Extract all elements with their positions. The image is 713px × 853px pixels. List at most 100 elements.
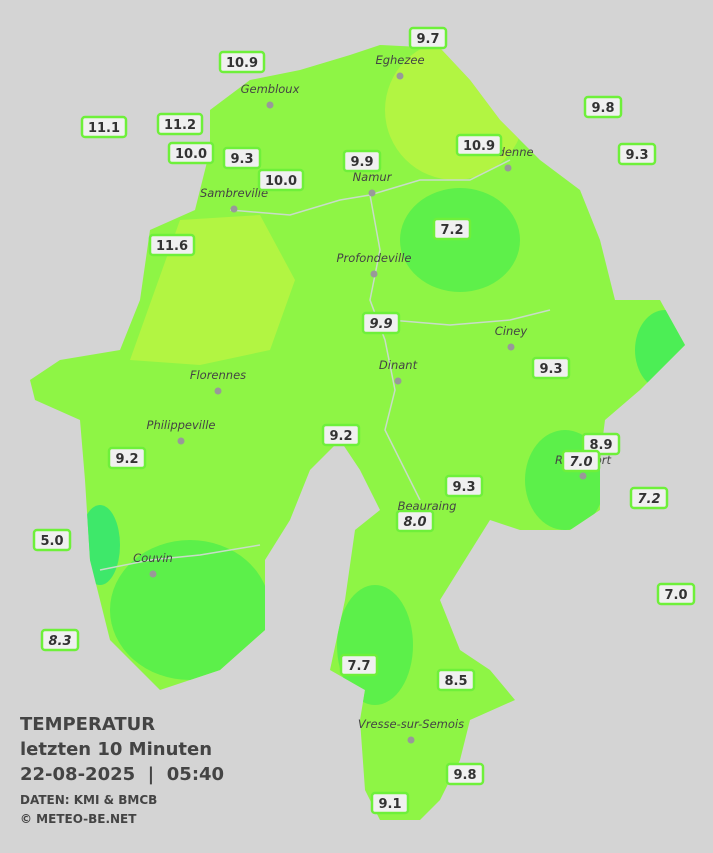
city-label: Couvin (133, 551, 173, 565)
station: 9.8 (445, 762, 485, 786)
station-value: 9.1 (378, 797, 401, 812)
station: 9.1 (370, 791, 410, 815)
station-box (444, 474, 484, 498)
city-label: Beauraing (398, 499, 457, 513)
station-box (436, 668, 476, 692)
station-box (32, 528, 72, 552)
station-box (321, 423, 361, 447)
station-value: 10.9 (463, 139, 495, 154)
station-value: 9.7 (416, 32, 439, 47)
city-label: Profondeville (337, 251, 412, 265)
station: 8.3 (40, 628, 80, 652)
station: 9.8 (583, 95, 623, 119)
station-value: 8.3 (48, 634, 71, 649)
credit: © METEO-BE.NET (20, 812, 137, 826)
city-dot (579, 472, 587, 480)
city-dot (368, 189, 376, 197)
station: 9.9 (361, 311, 401, 335)
station-box (531, 356, 571, 380)
source: DATEN: KMI & BMCB (20, 793, 157, 807)
station-value: 8.5 (444, 674, 467, 689)
city-label: Vresse-sur-Semois (358, 717, 464, 731)
station-box (107, 446, 147, 470)
station-value: 11.1 (88, 121, 120, 136)
station-value: 7.0 (569, 455, 592, 470)
station-box (156, 112, 204, 136)
station-box (361, 311, 401, 335)
station-value: 10.0 (265, 174, 297, 189)
station-value: 11.2 (164, 118, 196, 133)
station-box (342, 149, 382, 173)
station-value: 7.0 (664, 588, 687, 603)
station-value: 9.2 (115, 452, 138, 467)
city-dot (370, 270, 378, 278)
station-box (629, 486, 669, 510)
station: 10.0 (257, 168, 305, 192)
city-label: Gembloux (241, 82, 300, 96)
city-dot (177, 437, 185, 445)
subtitle: letzten 10 Minuten (20, 739, 212, 760)
station-box (40, 628, 80, 652)
station: 7.2 (629, 486, 669, 510)
station: 9.2 (321, 423, 361, 447)
station-value: 8.9 (589, 438, 612, 453)
station-box (561, 449, 601, 473)
station: 9.2 (107, 446, 147, 470)
station-box (656, 582, 696, 606)
station: 11.6 (148, 233, 196, 257)
station: 9.3 (444, 474, 484, 498)
station-box (432, 217, 472, 241)
station: 8.5 (436, 668, 476, 692)
city-dot (214, 387, 222, 395)
station-box (222, 146, 262, 170)
city-dot (407, 736, 415, 744)
labels: EghezeeGemblouxAndenneNamurSambrevillePr… (32, 26, 696, 815)
station-value: 7.7 (347, 659, 370, 674)
city-label: Philippeville (147, 418, 216, 432)
station-box (218, 50, 266, 74)
station: 10.0 (167, 141, 215, 165)
city-label: Florennes (190, 368, 246, 382)
station: 7.0 (656, 582, 696, 606)
station: 9.3 (222, 146, 262, 170)
station: 7.2 (432, 217, 472, 241)
station-value: 9.3 (452, 480, 475, 495)
station: 9.3 (531, 356, 571, 380)
station-value: 9.9 (350, 155, 373, 170)
city-label: Ciney (495, 324, 528, 338)
station-value: 11.6 (156, 239, 188, 254)
station-box (581, 432, 621, 456)
city-label: Eghezee (375, 53, 424, 67)
station-value: 9.3 (625, 148, 648, 163)
station: 7.7 (339, 653, 379, 677)
city-label: Sambreville (200, 186, 268, 200)
station-box (167, 141, 215, 165)
station-box (370, 791, 410, 815)
station-box (455, 133, 503, 157)
station: 9.3 (617, 142, 657, 166)
station-value: 9.8 (453, 768, 476, 783)
station-value: 9.2 (329, 429, 352, 444)
station-value: 10.0 (175, 147, 207, 162)
station: 11.2 (156, 112, 204, 136)
station-box (408, 26, 448, 50)
station-value: 5.0 (40, 534, 63, 549)
station: 10.9 (455, 133, 503, 157)
station: 11.1 (80, 115, 128, 139)
station: 5.0 (32, 528, 72, 552)
station-box (445, 762, 485, 786)
station-value: 7.2 (440, 223, 463, 238)
station-value: 9.3 (230, 152, 253, 167)
station-box (257, 168, 305, 192)
timestamp: 22-08-2025 | 05:40 (20, 764, 224, 785)
station-value: 9.3 (539, 362, 562, 377)
station: 9.7 (408, 26, 448, 50)
city-dot (507, 343, 515, 351)
station-box (339, 653, 379, 677)
station: 8.0 (395, 509, 435, 533)
station: 7.0 (561, 449, 601, 473)
city-dot (149, 570, 157, 578)
station: 9.9 (342, 149, 382, 173)
